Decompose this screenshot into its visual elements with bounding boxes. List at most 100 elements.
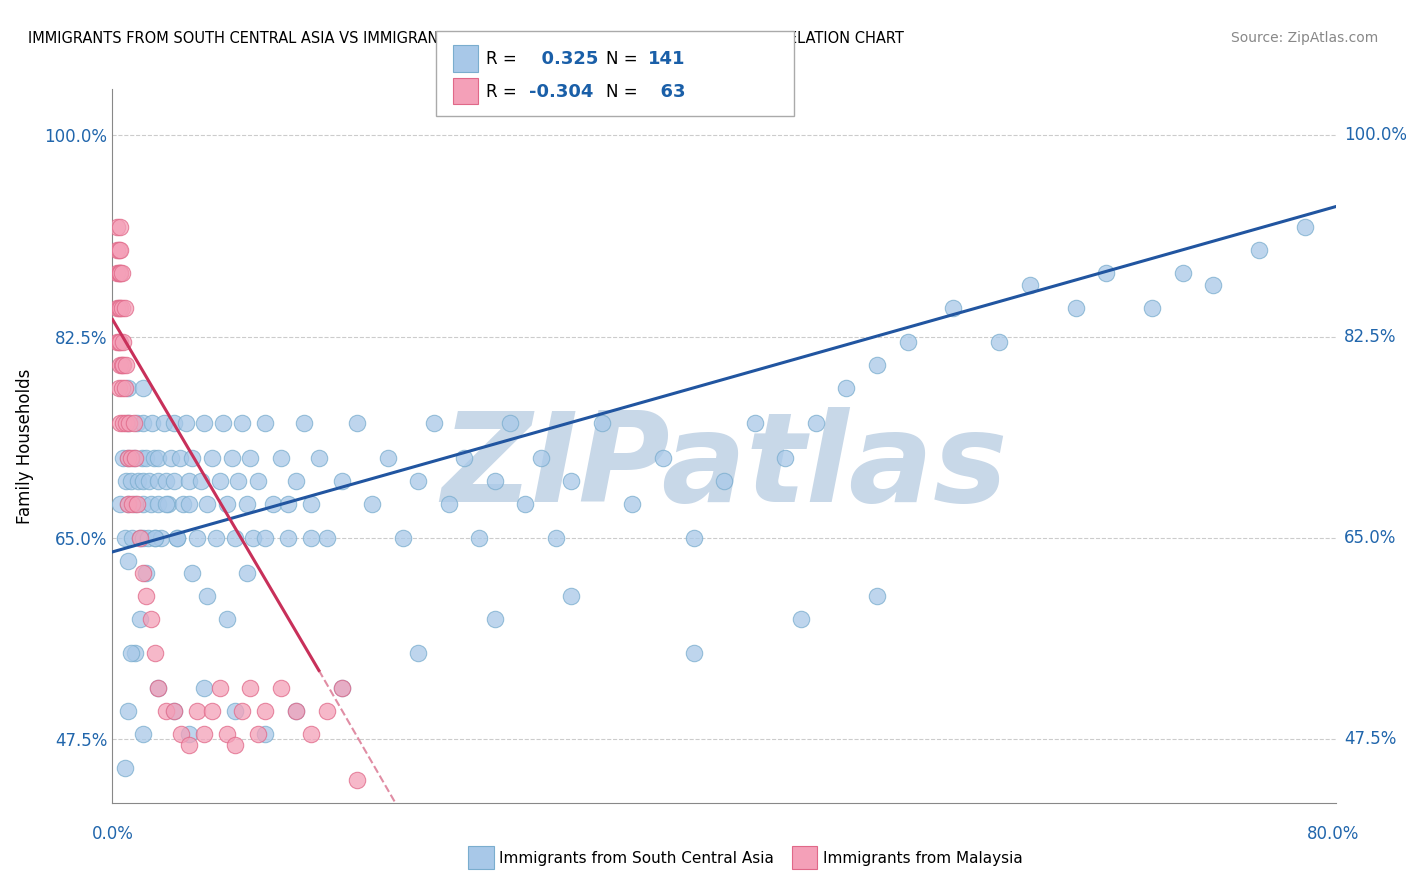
Point [117,497,139,511]
Point [112,416,135,430]
Point [111,359,134,373]
Point [142,450,165,465]
Point [141,416,163,430]
Text: 82.5%: 82.5% [1344,327,1396,346]
Point [122,416,145,430]
Point [117,554,139,568]
Point [139,612,162,626]
Point [236,497,259,511]
Point [217,727,239,741]
Text: Source: ZipAtlas.com: Source: ZipAtlas.com [1230,31,1378,45]
Point [148,681,170,695]
Point [299,497,322,511]
Point [108,359,131,373]
Text: Immigrants from South Central Asia: Immigrants from South Central Asia [499,851,775,865]
Point [111,266,134,280]
Point [107,335,129,350]
Point [107,301,129,315]
Point [254,531,277,545]
Point [217,497,239,511]
Point [193,727,215,741]
Text: 80.0%: 80.0% [1306,825,1360,843]
Point [201,450,224,465]
Point [270,681,292,695]
Point [186,531,208,545]
Point [169,450,191,465]
Point [125,497,148,511]
Point [193,416,215,430]
Point [1249,244,1271,258]
Point [155,497,177,511]
Point [132,497,155,511]
Point [121,497,143,511]
Point [1064,301,1087,315]
Point [621,497,644,511]
Point [117,450,139,465]
Point [1142,301,1164,315]
Point [107,381,129,395]
Point [131,450,153,465]
Point [866,359,889,373]
Point [112,335,135,350]
Point [231,416,253,430]
Point [713,474,735,488]
Point [114,301,136,315]
Point [1018,277,1040,292]
Point [988,335,1011,350]
Point [292,416,315,430]
Point [330,681,353,695]
Point [117,381,139,395]
Point [105,266,128,280]
Text: N =: N = [606,83,637,101]
Point [159,450,181,465]
Point [236,566,259,580]
Point [277,497,299,511]
Point [181,450,204,465]
Text: R =: R = [486,83,517,101]
Point [135,566,157,580]
Point [299,531,322,545]
Point [804,416,827,430]
Point [744,416,766,430]
Point [163,704,186,718]
Point [208,681,231,695]
Point [132,727,155,741]
Point [124,646,146,660]
Text: R =: R = [486,50,517,68]
Point [129,531,152,545]
Point [129,531,152,545]
Point [193,681,215,695]
Point [111,381,134,395]
Text: IMMIGRANTS FROM SOUTH CENTRAL ASIA VS IMMIGRANTS FROM MALAYSIA FAMILY HOUSEHOLDS: IMMIGRANTS FROM SOUTH CENTRAL ASIA VS IM… [28,31,904,46]
Point [177,738,200,752]
Point [132,416,155,430]
Point [114,531,136,545]
Point [120,450,142,465]
Point [127,474,149,488]
Point [105,335,128,350]
Point [105,301,128,315]
Point [132,474,155,488]
Point [591,416,613,430]
Point [117,450,139,465]
Point [190,474,212,488]
Point [117,416,139,430]
Point [377,450,399,465]
Point [544,531,567,545]
Point [143,531,166,545]
Text: N =: N = [606,50,637,68]
Point [284,704,308,718]
Point [211,416,233,430]
Point [107,244,129,258]
Point [122,450,145,465]
Point [118,416,141,430]
Point [114,761,136,775]
Point [105,220,128,235]
Point [1171,266,1194,280]
Point [346,772,368,787]
Point [114,381,136,395]
Point [177,497,200,511]
Point [468,531,491,545]
Point [108,266,131,280]
Point [530,450,553,465]
